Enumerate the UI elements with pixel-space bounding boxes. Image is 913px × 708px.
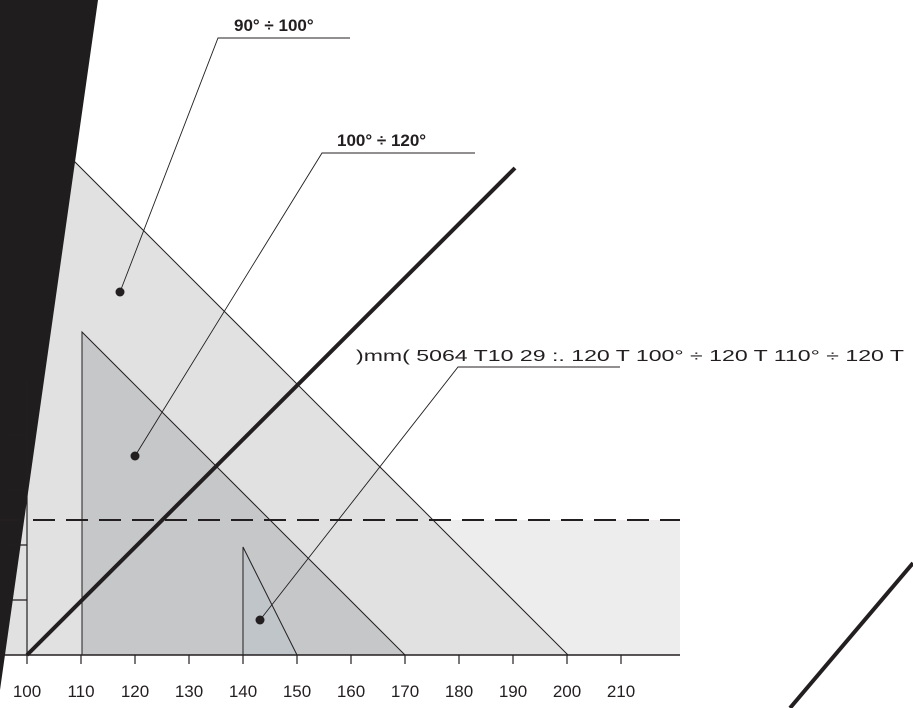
- x-axis-ticks: 100 110 120 130 140 150 160 170 180 190 200 210: [13, 655, 635, 701]
- right-diagonal-fragment: [788, 561, 913, 708]
- x-tick-label: 120: [121, 682, 149, 701]
- x-tick-label: 100: [13, 682, 41, 701]
- diagonal-line: [25, 166, 517, 657]
- x-tick-label: 130: [175, 682, 203, 701]
- x-tick-label: 170: [391, 682, 419, 701]
- x-tick-label: 210: [607, 682, 635, 701]
- label-90-100: 90° ÷ 100°: [234, 16, 314, 35]
- x-tick-label: 110: [67, 682, 94, 701]
- x-axis: 100 110 120 130 140 150 160 170 180 190 200 210: [0, 654, 680, 701]
- callout-dot-90-100: [115, 287, 125, 297]
- x-tick-label: 180: [445, 682, 473, 701]
- x-tick-label: 160: [337, 682, 365, 701]
- x-tick-label: 200: [553, 682, 581, 701]
- callout-leaders: [119, 37, 620, 621]
- label-100-120: 100° ÷ 120°: [337, 131, 426, 150]
- callout-dot-100-120: [130, 451, 140, 461]
- x-tick-label: 140: [229, 682, 257, 701]
- y-axis: [7, 380, 28, 655]
- overlapping-label-text: )mm( 5064 T10 29 :. 120 T 100° ÷ 120 T 1…: [356, 348, 904, 365]
- callout-dot-110-120: [255, 615, 265, 625]
- x-tick-label: 150: [283, 682, 311, 701]
- black-wedge: [0, 0, 98, 690]
- x-tick-label: 190: [499, 682, 527, 701]
